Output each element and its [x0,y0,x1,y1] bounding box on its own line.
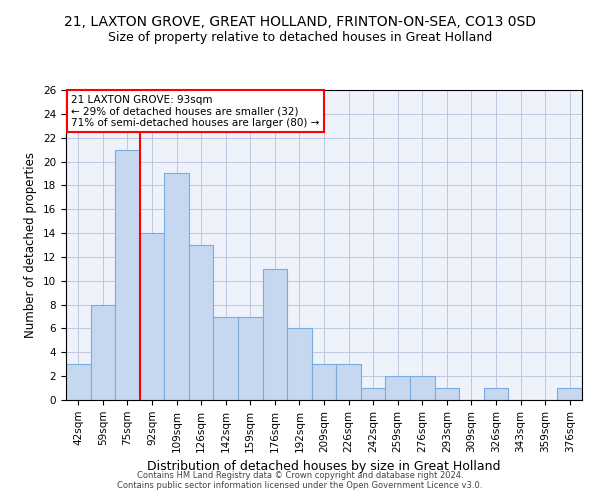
Bar [164,174,189,400]
Bar [66,364,91,400]
Bar [361,388,385,400]
Bar [238,316,263,400]
X-axis label: Distribution of detached houses by size in Great Holland: Distribution of detached houses by size … [147,460,501,473]
Y-axis label: Number of detached properties: Number of detached properties [25,152,37,338]
Text: Contains HM Land Registry data © Crown copyright and database right 2024.: Contains HM Land Registry data © Crown c… [137,472,463,480]
Bar [434,388,459,400]
Bar [263,269,287,400]
Bar [336,364,361,400]
Bar [115,150,140,400]
Bar [484,388,508,400]
Bar [557,388,582,400]
Bar [189,245,214,400]
Text: Size of property relative to detached houses in Great Holland: Size of property relative to detached ho… [108,31,492,44]
Text: 21 LAXTON GROVE: 93sqm
← 29% of detached houses are smaller (32)
71% of semi-det: 21 LAXTON GROVE: 93sqm ← 29% of detached… [71,94,320,128]
Bar [385,376,410,400]
Bar [312,364,336,400]
Bar [410,376,434,400]
Bar [287,328,312,400]
Text: 21, LAXTON GROVE, GREAT HOLLAND, FRINTON-ON-SEA, CO13 0SD: 21, LAXTON GROVE, GREAT HOLLAND, FRINTON… [64,16,536,30]
Text: Contains public sector information licensed under the Open Government Licence v3: Contains public sector information licen… [118,482,482,490]
Bar [140,233,164,400]
Bar [91,304,115,400]
Bar [214,316,238,400]
